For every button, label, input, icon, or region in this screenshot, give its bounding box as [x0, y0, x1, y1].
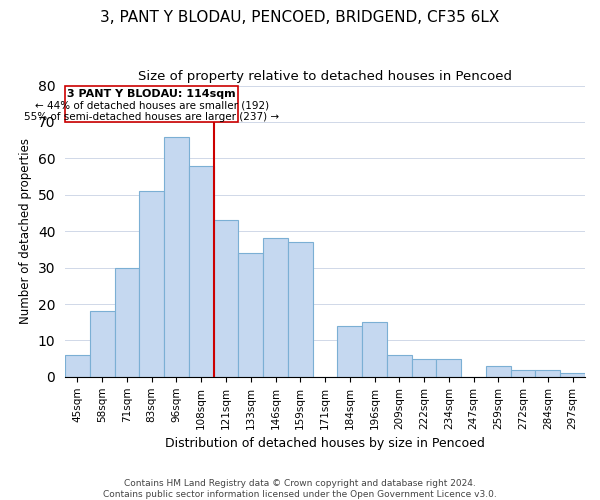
Bar: [189, 166, 214, 377]
Bar: [362, 322, 387, 377]
Text: 3 PANT Y BLODAU: 114sqm: 3 PANT Y BLODAU: 114sqm: [67, 89, 236, 99]
Text: 3, PANT Y BLODAU, PENCOED, BRIDGEND, CF35 6LX: 3, PANT Y BLODAU, PENCOED, BRIDGEND, CF3…: [100, 10, 500, 25]
Bar: [387, 355, 412, 377]
Bar: [115, 268, 139, 377]
Bar: [560, 373, 585, 377]
Bar: [337, 326, 362, 377]
Bar: [164, 136, 189, 377]
Bar: [486, 366, 511, 377]
X-axis label: Distribution of detached houses by size in Pencoed: Distribution of detached houses by size …: [165, 437, 485, 450]
Bar: [90, 312, 115, 377]
Bar: [288, 242, 313, 377]
Text: 55% of semi-detached houses are larger (237) →: 55% of semi-detached houses are larger (…: [24, 112, 279, 122]
Text: ← 44% of detached houses are smaller (192): ← 44% of detached houses are smaller (19…: [35, 101, 269, 111]
Text: Contains HM Land Registry data © Crown copyright and database right 2024.: Contains HM Land Registry data © Crown c…: [124, 478, 476, 488]
Title: Size of property relative to detached houses in Pencoed: Size of property relative to detached ho…: [138, 70, 512, 83]
Bar: [65, 355, 90, 377]
Bar: [511, 370, 535, 377]
Bar: [535, 370, 560, 377]
Bar: [214, 220, 238, 377]
Bar: [238, 253, 263, 377]
Text: Contains public sector information licensed under the Open Government Licence v3: Contains public sector information licen…: [103, 490, 497, 499]
FancyBboxPatch shape: [65, 86, 238, 122]
Bar: [263, 238, 288, 377]
Y-axis label: Number of detached properties: Number of detached properties: [19, 138, 32, 324]
Bar: [412, 358, 436, 377]
Bar: [139, 191, 164, 377]
Bar: [436, 358, 461, 377]
